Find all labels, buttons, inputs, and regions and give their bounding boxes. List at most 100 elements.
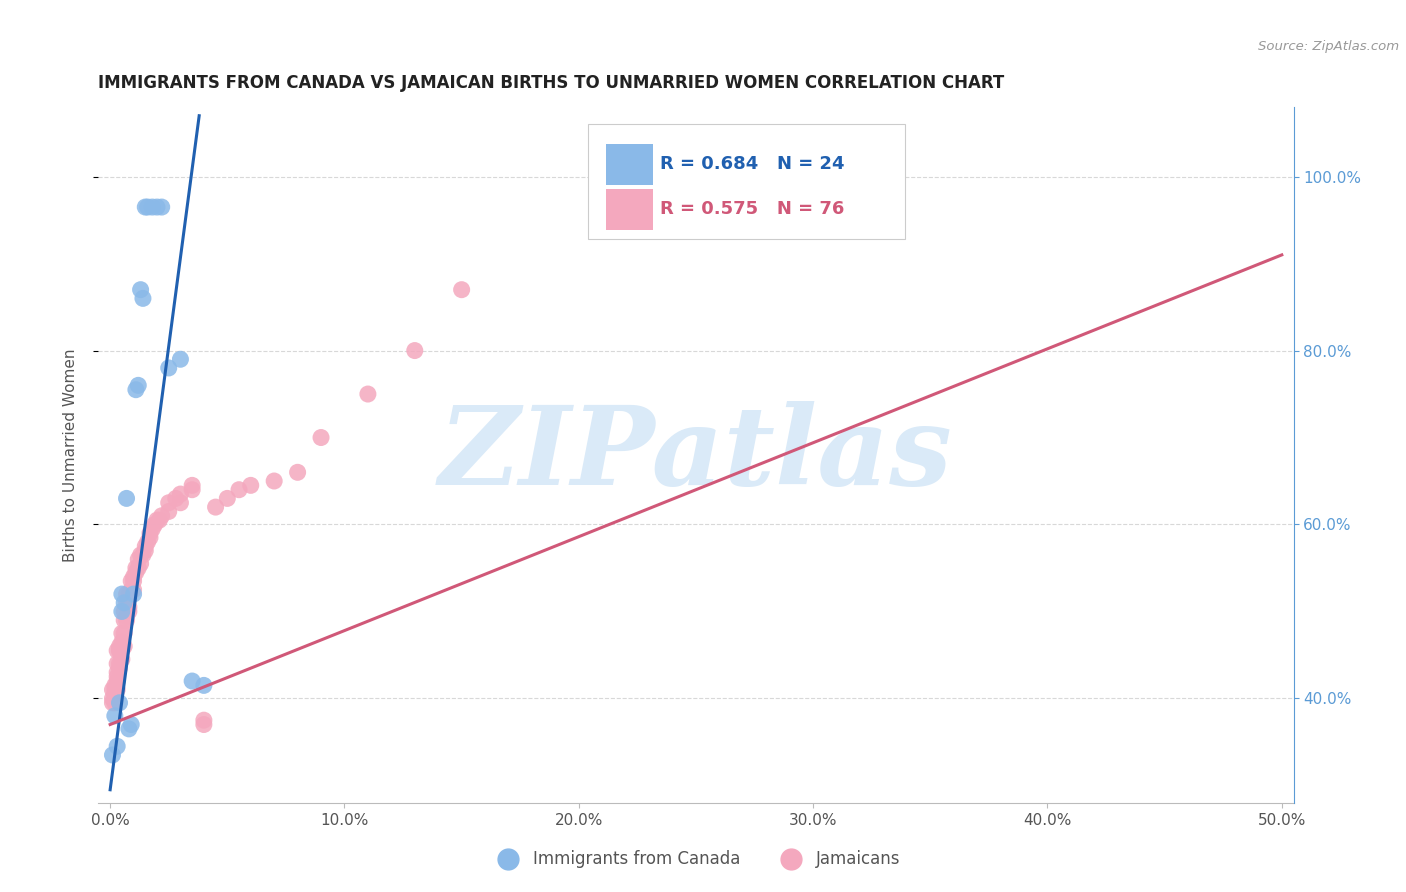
Point	[127, 561, 149, 575]
Point	[111, 605, 134, 619]
Text: ZIPatlas: ZIPatlas	[439, 401, 953, 508]
Point	[309, 431, 332, 445]
Point	[150, 508, 173, 523]
Point	[129, 283, 152, 297]
Point	[169, 496, 191, 510]
Point	[115, 613, 138, 627]
Point	[105, 643, 128, 657]
Point	[115, 608, 138, 623]
Point	[120, 574, 142, 588]
Point	[146, 513, 169, 527]
Point	[115, 491, 138, 506]
Point	[127, 552, 149, 566]
Text: R = 0.575   N = 76: R = 0.575 N = 76	[661, 201, 845, 219]
Point	[357, 387, 380, 401]
Point	[141, 200, 163, 214]
Point	[136, 200, 159, 214]
Point	[287, 465, 309, 479]
Point	[104, 708, 127, 723]
Point	[120, 717, 142, 731]
Point	[132, 548, 155, 562]
FancyBboxPatch shape	[606, 189, 652, 230]
Point	[108, 696, 131, 710]
Point	[111, 652, 134, 666]
Point	[104, 687, 127, 701]
Point	[141, 522, 163, 536]
Point	[105, 670, 128, 684]
Point	[450, 283, 472, 297]
FancyBboxPatch shape	[606, 144, 652, 185]
Point	[125, 566, 148, 580]
Point	[169, 352, 191, 367]
Point	[204, 500, 226, 514]
Point	[104, 678, 127, 692]
Point	[118, 591, 141, 606]
Point	[228, 483, 250, 497]
Point	[169, 487, 191, 501]
Point	[129, 548, 152, 562]
Point	[104, 682, 127, 697]
Point	[127, 378, 149, 392]
Point	[101, 696, 124, 710]
Y-axis label: Births to Unmarried Women: Births to Unmarried Women	[63, 348, 77, 562]
Point	[404, 343, 426, 358]
Point	[115, 596, 138, 610]
Point	[111, 643, 134, 657]
Point	[101, 682, 124, 697]
Point	[132, 291, 155, 305]
Text: IMMIGRANTS FROM CANADA VS JAMAICAN BIRTHS TO UNMARRIED WOMEN CORRELATION CHART: IMMIGRANTS FROM CANADA VS JAMAICAN BIRTH…	[98, 74, 1005, 92]
Point	[104, 696, 127, 710]
Point	[112, 639, 135, 653]
Point	[165, 491, 187, 506]
Point	[105, 657, 128, 671]
Point	[118, 587, 141, 601]
Point	[181, 478, 204, 492]
Point	[139, 526, 162, 541]
Point	[108, 643, 131, 657]
Point	[157, 496, 180, 510]
Point	[134, 543, 156, 558]
Point	[157, 504, 180, 518]
Point	[115, 587, 138, 601]
Point	[105, 665, 128, 680]
Point	[118, 605, 141, 619]
Point	[157, 361, 180, 376]
Point	[108, 643, 131, 657]
Point	[118, 600, 141, 615]
Point	[181, 483, 204, 497]
Point	[150, 200, 173, 214]
Point	[193, 678, 215, 692]
Point	[112, 605, 135, 619]
Point	[129, 557, 152, 571]
Point	[136, 535, 159, 549]
Point	[105, 682, 128, 697]
Point	[134, 200, 156, 214]
Point	[112, 596, 135, 610]
Point	[217, 491, 239, 506]
Point	[122, 570, 145, 584]
Point	[108, 657, 131, 671]
Point	[148, 513, 170, 527]
Point	[111, 587, 134, 601]
Point	[101, 691, 124, 706]
Point	[104, 691, 127, 706]
Point	[122, 587, 145, 601]
Legend: Immigrants from Canada, Jamaicans: Immigrants from Canada, Jamaicans	[485, 843, 907, 874]
Point	[139, 531, 162, 545]
Point	[122, 582, 145, 597]
Point	[125, 383, 148, 397]
Point	[118, 722, 141, 736]
Point	[105, 739, 128, 754]
Point	[120, 582, 142, 597]
Text: R = 0.684   N = 24: R = 0.684 N = 24	[661, 155, 845, 173]
Point	[239, 478, 262, 492]
Point	[111, 626, 134, 640]
Point	[108, 661, 131, 675]
Point	[193, 717, 215, 731]
Text: Source: ZipAtlas.com: Source: ZipAtlas.com	[1258, 40, 1399, 54]
Point	[125, 561, 148, 575]
Point	[122, 574, 145, 588]
Point	[112, 626, 135, 640]
Point	[143, 517, 166, 532]
Point	[181, 674, 204, 689]
